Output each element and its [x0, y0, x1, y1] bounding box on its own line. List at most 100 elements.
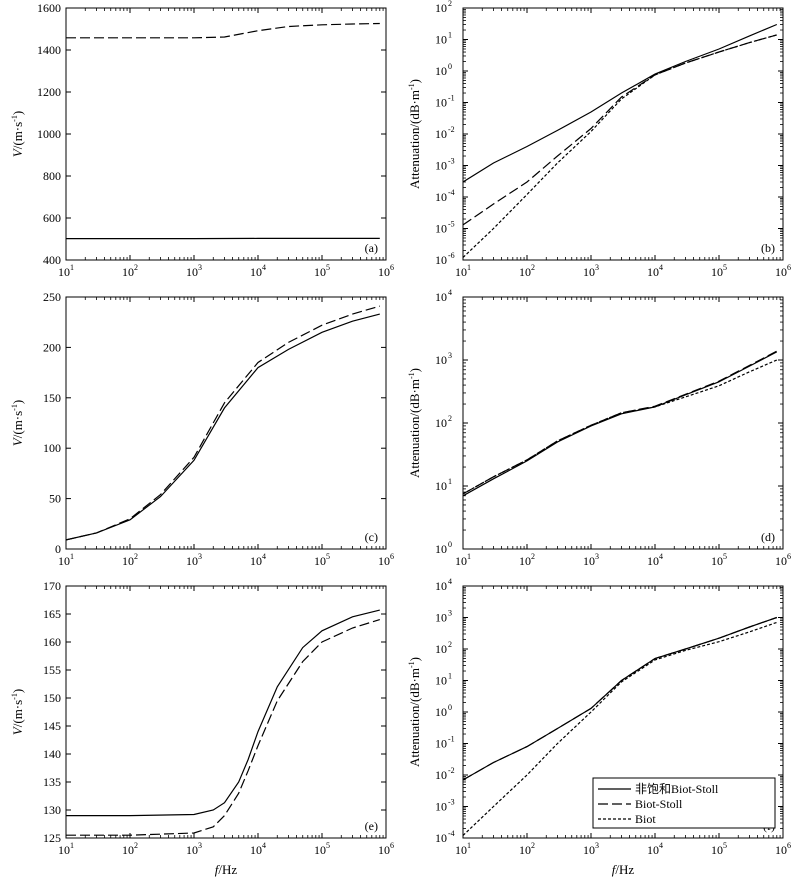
y-tick-exponent: -4	[448, 829, 455, 838]
tick-base: 10	[435, 353, 447, 367]
x-tick-label: 103	[583, 263, 599, 279]
tick-base: 10	[435, 127, 447, 141]
y-tick-exponent: 1	[448, 31, 452, 40]
plot-frame	[65, 585, 387, 839]
tick-exponent: 1	[70, 263, 74, 272]
tick-exponent: 4	[659, 552, 663, 561]
tick-exponent: 2	[134, 841, 138, 850]
tick-exponent: 6	[787, 263, 791, 272]
tick-value: 130	[43, 803, 61, 817]
series-line-dashed	[66, 305, 380, 541]
x-tick-label: 104	[647, 263, 663, 279]
x-tick-label: 101	[58, 552, 74, 568]
y-tick-exponent: 3	[448, 351, 452, 360]
label-text-end: )	[10, 400, 25, 404]
y-tick-label: 125	[43, 831, 61, 845]
y-tick-exponent: -1	[448, 94, 455, 103]
y-tick-label: 0	[55, 542, 61, 556]
tick-exponent: 2	[531, 552, 535, 561]
panel-label-text: (b)	[761, 241, 775, 255]
y-tick-label: 10	[435, 416, 447, 430]
tick-base: 10	[435, 542, 447, 556]
series-line-dotted	[463, 621, 777, 836]
tick-exponent: 3	[198, 263, 202, 272]
tick-base: 10	[583, 843, 595, 857]
tick-exponent: 2	[448, 414, 452, 423]
panel-label: (e)	[365, 819, 378, 833]
x-tick-label: 103	[186, 552, 202, 568]
label-text: Attenuation/(dB·m	[407, 668, 422, 767]
tick-base: 10	[378, 843, 390, 857]
y-tick-label: 1200	[37, 85, 61, 99]
tick-exponent: 1	[448, 31, 452, 40]
x-tick-label: 105	[314, 552, 330, 568]
y-tick-label: 10	[435, 127, 447, 141]
y-tick-label: 10	[435, 1, 447, 15]
legend-box	[592, 777, 776, 829]
y-tick-exponent: -2	[448, 125, 455, 134]
panel-label: (a)	[365, 241, 378, 255]
tick-exponent: 4	[659, 841, 663, 850]
panel-c: 101 102 103 104 105 106050100150200250V/(m·s-…	[10, 290, 394, 568]
tick-exponent: -4	[448, 188, 455, 197]
tick-exponent: 5	[326, 552, 330, 561]
legend-entry-label: Biot	[635, 812, 656, 826]
series-line-dashed	[463, 616, 777, 781]
y-tick-label: 165	[43, 607, 61, 621]
tick-value: 135	[43, 775, 61, 789]
tick-base: 10	[435, 579, 447, 593]
y-tick-exponent: -5	[448, 220, 455, 229]
tick-base: 10	[435, 768, 447, 782]
y-tick-label: 145	[43, 719, 61, 733]
label-text: /Hz	[615, 862, 634, 877]
y-tick-label: 10	[435, 353, 447, 367]
x-tick-label: 103	[186, 263, 202, 279]
label-text: /(m·s	[10, 411, 25, 438]
x-tick-label: 104	[250, 841, 266, 857]
plot-frame	[65, 296, 387, 550]
tick-base: 10	[58, 554, 70, 568]
tick-base: 10	[58, 265, 70, 279]
y-tick-label: 10	[435, 705, 447, 719]
label-text: /Hz	[218, 862, 237, 877]
tick-exponent: 5	[326, 841, 330, 850]
tick-exponent: 4	[262, 841, 266, 850]
label-text-end: )	[10, 689, 25, 693]
x-tick-label: 103	[583, 552, 599, 568]
series-line-solid	[66, 313, 380, 541]
y-tick-exponent: -1	[448, 735, 455, 744]
legend-entry-label: Biot-Stoll	[635, 797, 683, 811]
plot-frame	[462, 7, 784, 261]
series-line-dashed	[66, 22, 380, 39]
tick-base: 10	[378, 554, 390, 568]
tick-base: 10	[122, 554, 134, 568]
tick-value: 145	[43, 719, 61, 733]
tick-base: 10	[435, 642, 447, 656]
y-tick-label: 130	[43, 803, 61, 817]
panel-label-text: (d)	[761, 530, 775, 544]
tick-base: 10	[435, 1, 447, 15]
tick-base: 10	[435, 611, 447, 625]
tick-base: 10	[250, 843, 262, 857]
label-superscript: -1	[407, 83, 416, 90]
y-tick-exponent: 2	[448, 0, 452, 8]
y-tick-exponent: -4	[448, 188, 455, 197]
tick-base: 10	[711, 554, 723, 568]
x-tick-label: 105	[711, 552, 727, 568]
tick-base: 10	[435, 253, 447, 267]
tick-exponent: -6	[448, 251, 455, 260]
y-tick-label: 10	[435, 33, 447, 47]
y-tick-exponent: -3	[448, 798, 455, 807]
legend-label-text: Biot	[635, 812, 656, 826]
y-tick-label: 10	[435, 579, 447, 593]
tick-value: 400	[43, 253, 61, 267]
tick-exponent: 3	[595, 552, 599, 561]
tick-value: 1000	[37, 127, 61, 141]
tick-base: 10	[314, 554, 326, 568]
y-tick-exponent: 2	[448, 414, 452, 423]
y-tick-exponent: 0	[448, 703, 452, 712]
plot-frame	[462, 296, 784, 550]
y-tick-label: 10	[435, 479, 447, 493]
